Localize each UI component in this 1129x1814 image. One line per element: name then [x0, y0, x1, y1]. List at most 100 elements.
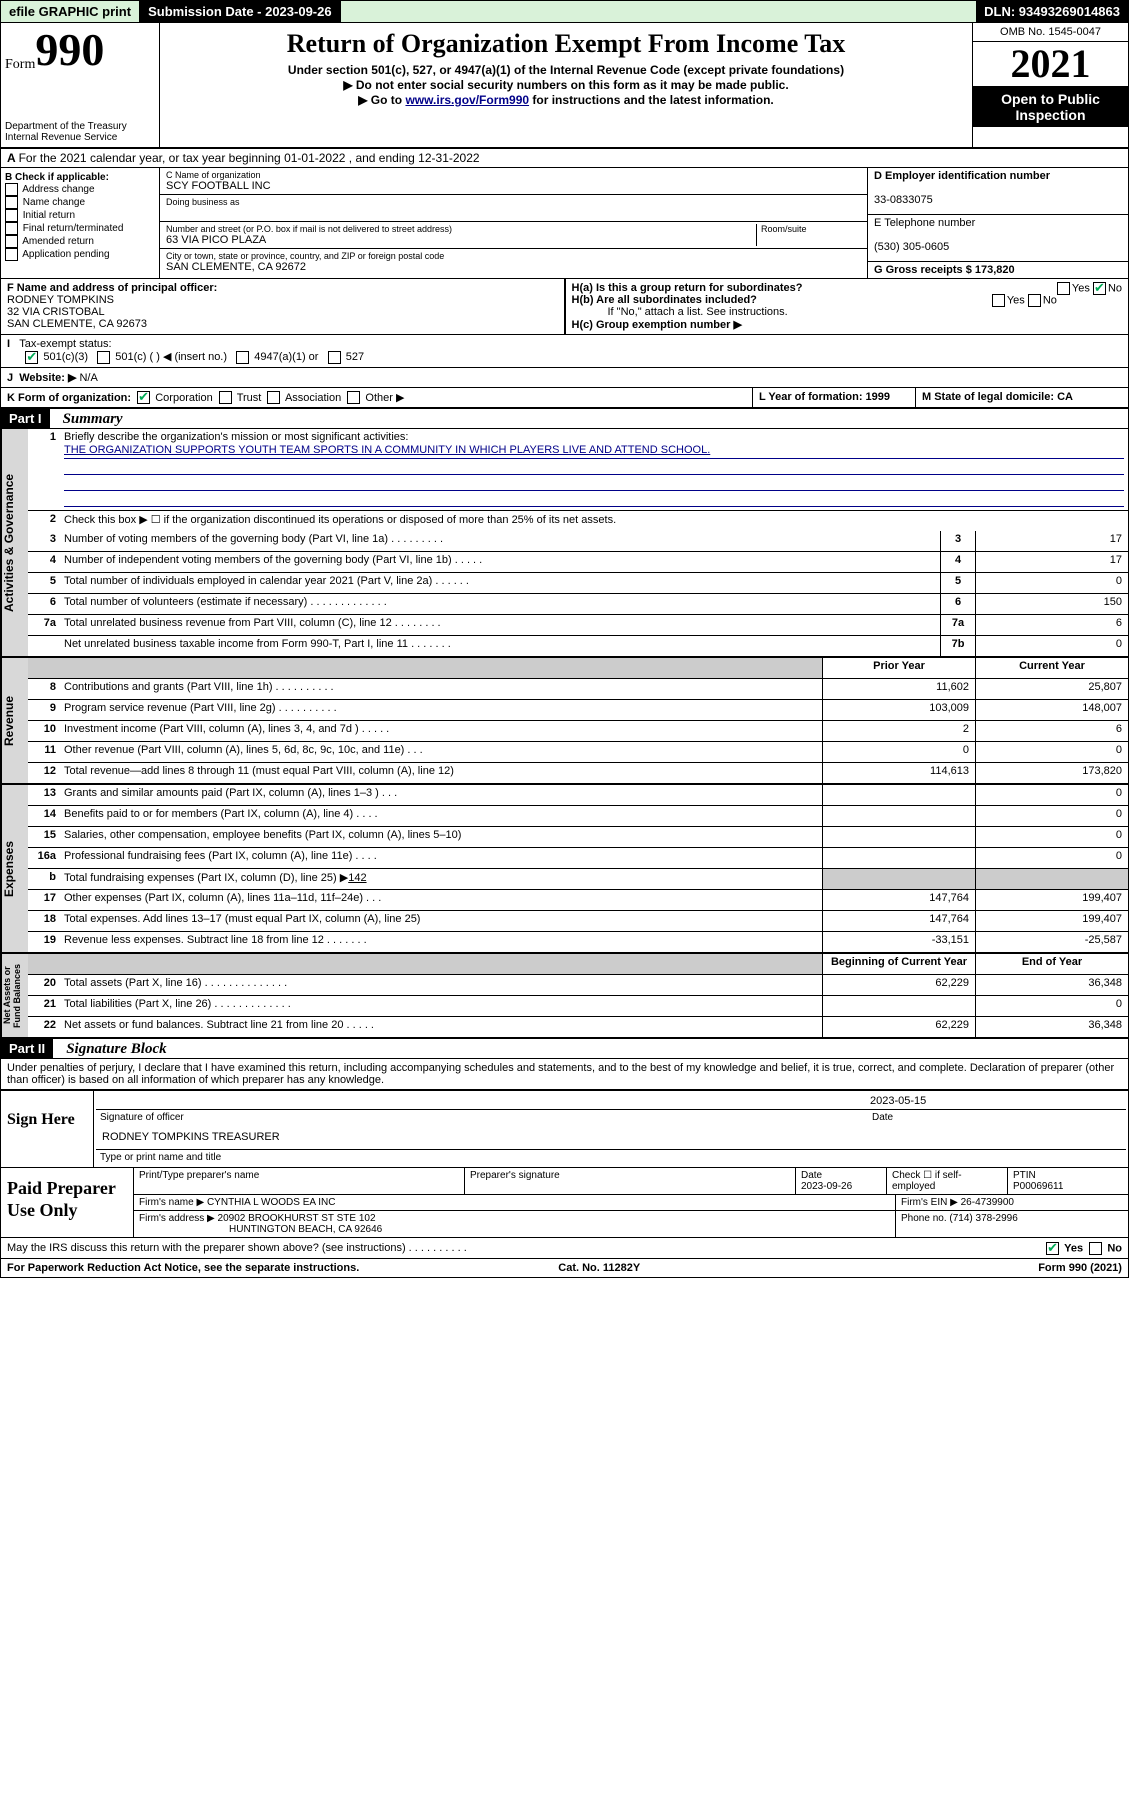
- tab-revenue: Revenue: [1, 658, 28, 783]
- v4: 17: [975, 552, 1128, 572]
- subtitle-3: ▶ Go to www.irs.gov/Form990 for instruct…: [164, 93, 968, 107]
- subtitle-1: Under section 501(c), 527, or 4947(a)(1)…: [164, 63, 968, 77]
- line21: Total liabilities (Part X, line 26) . . …: [60, 996, 822, 1016]
- open-public-badge: Open to Public Inspection: [973, 86, 1128, 127]
- part1-header: Part I: [1, 409, 50, 428]
- c13: 0: [975, 785, 1128, 805]
- subtitle-2: ▶ Do not enter social security numbers o…: [164, 78, 968, 92]
- org-address: 63 VIA PICO PLAZA: [166, 234, 756, 246]
- checkbox-address-change[interactable]: [5, 183, 18, 196]
- form-title: Return of Organization Exempt From Incom…: [164, 29, 968, 59]
- line9: Program service revenue (Part VIII, line…: [60, 700, 822, 720]
- checkbox-final-return[interactable]: [5, 222, 18, 235]
- date-label: Date: [872, 1112, 1122, 1123]
- form-number: Form990: [5, 27, 155, 73]
- p19: -33,151: [822, 932, 975, 952]
- i-527[interactable]: [328, 351, 341, 364]
- i-501c[interactable]: [97, 351, 110, 364]
- footer-right: Form 990 (2021): [1038, 1262, 1122, 1274]
- p20: 62,229: [822, 975, 975, 995]
- prep-check: Check ☐ if self-employed: [887, 1168, 1008, 1194]
- part2-header: Part II: [1, 1039, 53, 1058]
- ein-value: 33-0833075: [874, 194, 933, 206]
- c12: 173,820: [975, 763, 1128, 783]
- ha-yes[interactable]: [1057, 282, 1070, 295]
- efile-print-button[interactable]: efile GRAPHIC print: [1, 1, 140, 22]
- discuss-text: May the IRS discuss this return with the…: [7, 1242, 467, 1254]
- line18: Total expenses. Add lines 13–17 (must eq…: [60, 911, 822, 931]
- v6: 150: [975, 594, 1128, 614]
- part1-title: Summary: [53, 411, 123, 427]
- p12: 114,613: [822, 763, 975, 783]
- boc-hdr: Beginning of Current Year: [822, 954, 975, 974]
- firm-phone-label: Phone no.: [901, 1213, 947, 1224]
- discuss-yes[interactable]: [1046, 1242, 1059, 1255]
- omb-number: OMB No. 1545-0047: [973, 23, 1128, 41]
- k-corp[interactable]: [137, 391, 150, 404]
- i-4947[interactable]: [236, 351, 249, 364]
- checkbox-name-change[interactable]: [5, 196, 18, 209]
- k-assoc[interactable]: [267, 391, 280, 404]
- c16a: 0: [975, 848, 1128, 868]
- footer-left: For Paperwork Reduction Act Notice, see …: [7, 1262, 359, 1274]
- sign-date: 2023-05-15: [870, 1095, 1120, 1107]
- l-label: L Year of formation: 1999: [759, 391, 890, 403]
- line10: Investment income (Part VIII, column (A)…: [60, 721, 822, 741]
- firm-phone: (714) 378-2996: [949, 1213, 1017, 1224]
- firm-addr2: HUNTINGTON BEACH, CA 92646: [139, 1224, 382, 1235]
- c9: 148,007: [975, 700, 1128, 720]
- line15: Salaries, other compensation, employee b…: [60, 827, 822, 847]
- dln-label: DLN: 93493269014863: [976, 1, 1128, 22]
- phone-value: (530) 305-0605: [874, 241, 949, 253]
- p22: 62,229: [822, 1017, 975, 1037]
- i-501c3[interactable]: [25, 351, 38, 364]
- line7a: Total unrelated business revenue from Pa…: [60, 615, 940, 635]
- top-toolbar: efile GRAPHIC print Submission Date - 20…: [0, 0, 1129, 23]
- checkbox-app-pending[interactable]: [5, 248, 18, 261]
- firm-name-label: Firm's name ▶: [139, 1197, 204, 1208]
- f-label: F Name and address of principal officer:: [7, 282, 217, 294]
- c14: 0: [975, 806, 1128, 826]
- checkbox-initial-return[interactable]: [5, 209, 18, 222]
- dept-label: Department of the Treasury Internal Reve…: [5, 121, 155, 143]
- officer-addr1: 32 VIA CRISTOBAL: [7, 306, 105, 318]
- v7b: 0: [975, 636, 1128, 656]
- section-b: B Check if applicable: Address change Na…: [1, 168, 160, 278]
- paid-preparer-label: Paid Preparer Use Only: [1, 1168, 134, 1237]
- prep-sig-hdr: Preparer's signature: [465, 1168, 796, 1194]
- m-label: M State of legal domicile: CA: [922, 391, 1073, 403]
- p18: 147,764: [822, 911, 975, 931]
- line20: Total assets (Part X, line 16) . . . . .…: [60, 975, 822, 995]
- prior-hdr: Prior Year: [822, 658, 975, 678]
- g-label: G Gross receipts $ 173,820: [874, 264, 1015, 276]
- d-label: D Employer identification number: [874, 170, 1050, 182]
- c8: 25,807: [975, 679, 1128, 699]
- checkbox-amended-return[interactable]: [5, 235, 18, 248]
- prep-date-hdr: Date: [801, 1170, 822, 1181]
- hb-yes[interactable]: [992, 294, 1005, 307]
- firm-addr1: 20902 BROOKHURST ST STE 102: [218, 1213, 376, 1224]
- v3: 17: [975, 531, 1128, 551]
- tax-year: 2021: [973, 41, 1128, 86]
- c20: 36,348: [975, 975, 1128, 995]
- ha-label: H(a) Is this a group return for subordin…: [572, 282, 803, 294]
- k-trust[interactable]: [219, 391, 232, 404]
- website-value: N/A: [79, 372, 97, 384]
- c19: -25,587: [975, 932, 1128, 952]
- hb-no[interactable]: [1028, 294, 1041, 307]
- line4: Number of independent voting members of …: [60, 552, 940, 572]
- tab-expenses: Expenses: [1, 785, 28, 952]
- v7a: 6: [975, 615, 1128, 635]
- firm-ein: 26-4739900: [961, 1197, 1014, 1208]
- p10: 2: [822, 721, 975, 741]
- sign-here-label: Sign Here: [1, 1091, 94, 1167]
- irs-link[interactable]: www.irs.gov/Form990: [405, 93, 529, 107]
- spacer: [341, 1, 977, 22]
- firm-ein-label: Firm's EIN ▶: [901, 1197, 958, 1208]
- signature-officer-label: Signature of officer: [100, 1112, 872, 1123]
- ha-no[interactable]: [1093, 282, 1106, 295]
- k-other[interactable]: [347, 391, 360, 404]
- discuss-no[interactable]: [1089, 1242, 1102, 1255]
- officer-name: RODNEY TOMPKINS: [7, 294, 114, 306]
- city-label: City or town, state or province, country…: [166, 251, 861, 261]
